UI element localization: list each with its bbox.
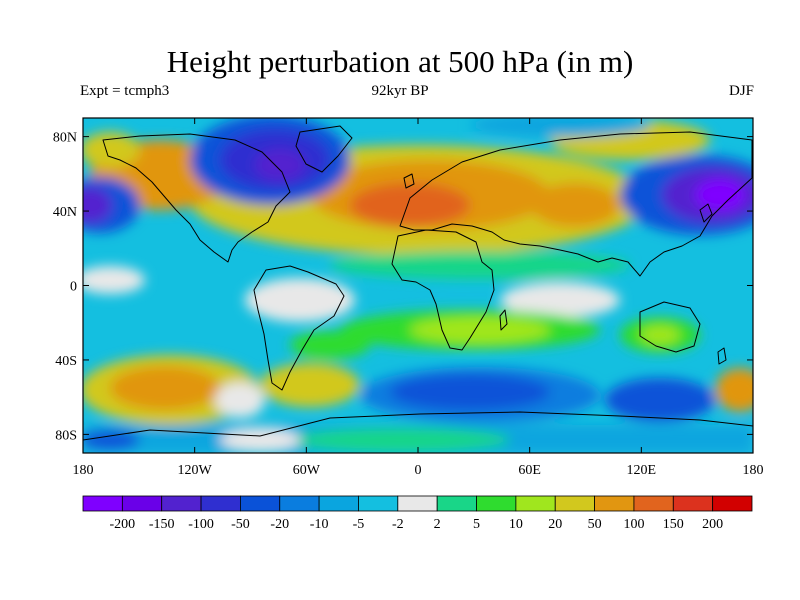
y-tick-label: 40N xyxy=(53,205,77,220)
colorbar-label: -200 xyxy=(110,517,136,532)
coast-eurasia xyxy=(399,131,753,277)
coast-north-america xyxy=(102,133,291,263)
season-label: DJF xyxy=(728,83,754,99)
field-blob xyxy=(290,428,510,452)
y-tick-label: 0 xyxy=(70,280,77,295)
colorbar-label: -5 xyxy=(353,517,365,532)
x-tick-label: 60W xyxy=(293,463,321,478)
colorbar-swatch xyxy=(672,495,714,512)
colorbar-swatch xyxy=(515,495,556,512)
colorbar-swatch xyxy=(712,495,753,512)
field-blob xyxy=(260,363,360,407)
colorbar-swatch xyxy=(554,495,595,512)
field-blob xyxy=(83,430,140,450)
y-tick-label: 80S xyxy=(55,428,77,443)
colorbar-swatch xyxy=(476,495,517,512)
colorbar-label: 50 xyxy=(588,517,602,532)
colorbar-label: 20 xyxy=(548,517,562,532)
field-blob xyxy=(290,331,370,359)
colorbar-label: -20 xyxy=(270,517,289,532)
field-blob xyxy=(410,316,550,344)
colorbar-swatch xyxy=(240,495,281,512)
x-tick-label: 120E xyxy=(627,463,657,478)
x-tick-label: 0 xyxy=(415,463,422,478)
colorbar-label: -50 xyxy=(231,517,250,532)
y-tick-label: 80N xyxy=(53,131,77,146)
x-tick-label: 180 xyxy=(73,463,94,478)
field-blob xyxy=(470,118,650,137)
colorbar-swatch xyxy=(121,495,163,512)
field-blob xyxy=(215,382,265,418)
coast-new-zealand xyxy=(717,347,727,365)
coast-japan xyxy=(699,203,713,223)
coast-madagascar xyxy=(499,309,508,331)
x-axis-ticks: 180 120W 60W 0 60E 120E 180 xyxy=(73,118,764,478)
field-blob xyxy=(83,266,145,294)
colorbar-label: -150 xyxy=(149,517,175,532)
colorbar: -200 -150 -100 -50 -20 -10 -5 -2 2 5 10 20 50 100 150 2… xyxy=(82,495,753,532)
experiment-label: Expt = tcmph3 xyxy=(80,83,170,99)
coast-antarctica xyxy=(83,411,753,441)
period-label: 92kyr BP xyxy=(371,83,429,99)
colorbar-swatch xyxy=(594,495,635,512)
coastlines xyxy=(83,125,753,441)
x-tick-label: 60E xyxy=(518,463,541,478)
colorbar-label: -100 xyxy=(188,517,214,532)
y-axis-ticks: 80N 40N 0 40S 80S xyxy=(53,131,753,443)
field-blob xyxy=(350,183,470,227)
colorbar-swatch xyxy=(358,495,399,512)
colorbar-swatch xyxy=(318,495,359,512)
colorbar-label: -10 xyxy=(310,517,329,532)
colorbar-label: 200 xyxy=(702,517,723,532)
field-blob xyxy=(220,428,300,452)
field-blob xyxy=(605,378,715,422)
field-blob xyxy=(715,368,753,412)
field-blob xyxy=(530,183,620,227)
field-blob xyxy=(640,325,680,345)
x-tick-label: 180 xyxy=(743,463,764,478)
colorbar-swatch xyxy=(200,495,241,512)
colorbar-swatch xyxy=(436,495,477,512)
coast-australia xyxy=(639,301,701,353)
colorbar-label: 100 xyxy=(623,517,644,532)
field-blob xyxy=(330,251,630,279)
colorbar-label: -2 xyxy=(392,517,404,532)
colorbar-label: 5 xyxy=(473,517,480,532)
anomaly-field xyxy=(83,118,753,453)
colorbar-swatch xyxy=(633,495,674,512)
coast-uk xyxy=(403,173,415,189)
y-tick-label: 40S xyxy=(55,354,77,369)
coast-south-america xyxy=(253,265,345,391)
field-blob xyxy=(695,179,745,211)
field-blob xyxy=(500,282,620,318)
field-blob xyxy=(255,149,305,181)
coast-greenland xyxy=(295,125,353,173)
colorbar-label: 2 xyxy=(434,517,441,532)
colorbar-swatch xyxy=(279,495,320,512)
field-blob xyxy=(110,366,220,410)
colorbar-swatch xyxy=(397,495,438,512)
chart-title: Height perturbation at 500 hPa (in m) xyxy=(166,44,634,79)
colorbar-label: 150 xyxy=(663,517,684,532)
colorbar-label: 10 xyxy=(509,517,523,532)
field-blob xyxy=(245,278,355,322)
colorbar-swatch xyxy=(82,495,123,512)
field-blob xyxy=(390,374,550,410)
field-blob xyxy=(83,187,112,223)
field-blob xyxy=(83,132,140,168)
coast-africa xyxy=(391,229,495,351)
colorbar-swatch xyxy=(161,495,202,512)
x-tick-label: 120W xyxy=(178,463,213,478)
